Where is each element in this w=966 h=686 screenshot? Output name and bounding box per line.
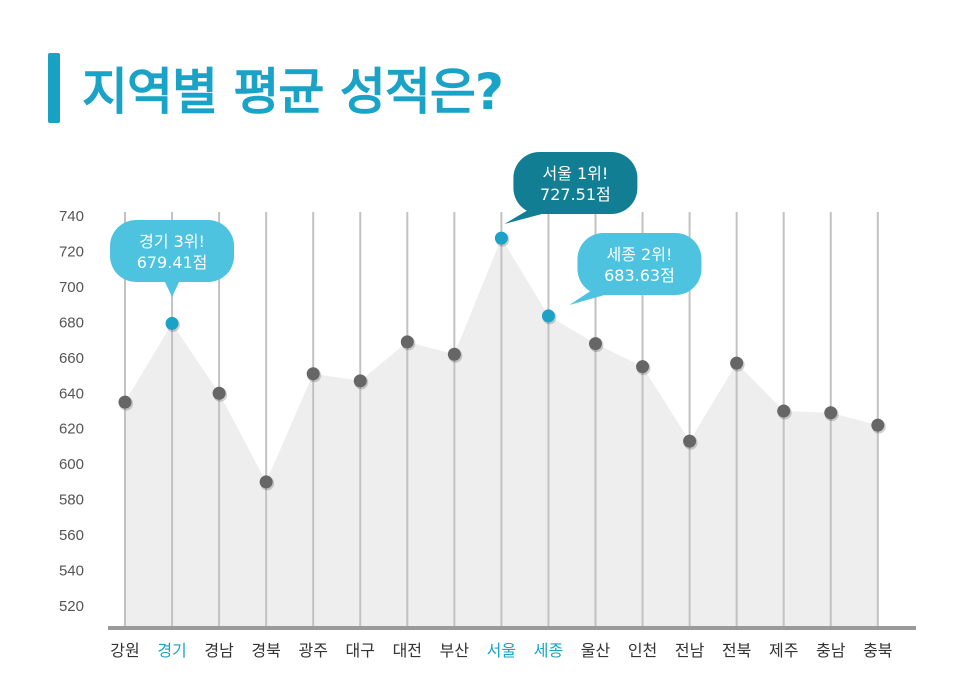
y-tick-label: 740	[59, 208, 84, 225]
y-tick-label: 600	[59, 456, 84, 473]
x-category-label: 제주	[769, 641, 798, 660]
data-point	[730, 356, 744, 370]
data-point	[541, 309, 555, 323]
x-category-label: 강원	[110, 641, 139, 660]
y-tick-label: 720	[59, 243, 84, 260]
y-tick-label: 560	[59, 527, 84, 544]
x-category-label: 대구	[346, 641, 375, 660]
x-category-label: 경북	[251, 641, 280, 660]
data-point	[683, 434, 697, 448]
data-point	[306, 367, 320, 381]
x-category-label: 전북	[722, 641, 751, 660]
x-category-label: 광주	[298, 641, 327, 660]
bubble-line1: 경기 3위!	[139, 232, 205, 251]
y-tick-label: 620	[59, 421, 84, 438]
bubble-pointer	[164, 280, 181, 297]
data-point	[259, 475, 273, 489]
bubble-line2: 727.51점	[540, 185, 611, 204]
y-tick-label: 640	[59, 385, 84, 402]
title-accent-bar	[48, 53, 60, 123]
page-title: 지역별 평균 성적은?	[82, 63, 504, 121]
y-tick-label: 520	[59, 598, 84, 615]
bubble-body	[577, 233, 702, 295]
bubble-pointer	[504, 208, 550, 224]
data-point	[165, 316, 179, 330]
data-point	[118, 395, 132, 409]
data-point	[353, 374, 367, 388]
x-category-label: 울산	[581, 641, 611, 660]
x-category-label: 대전	[393, 641, 422, 660]
x-category-label: 경기	[157, 641, 186, 660]
x-category-label: 인천	[628, 641, 657, 660]
y-tick-label: 660	[59, 350, 84, 367]
x-category-label: 전남	[675, 641, 705, 660]
x-category-label: 충남	[816, 641, 846, 660]
x-category-label: 경남	[204, 641, 234, 660]
data-point	[589, 337, 602, 351]
bubble-pointer	[569, 289, 612, 305]
data-point	[636, 360, 650, 374]
data-point	[777, 404, 791, 418]
data-point	[212, 386, 226, 400]
bubble-body	[110, 220, 235, 282]
x-category-label: 부산	[440, 641, 470, 660]
bubble-line2: 683.63점	[604, 266, 675, 285]
x-category-label: 충북	[863, 641, 892, 660]
data-point	[400, 335, 414, 349]
x-category-label: 세종	[534, 641, 563, 660]
data-point	[494, 231, 508, 245]
bubble-line1: 서울 1위!	[542, 164, 608, 183]
annotation-bubble: 경기 3위! 679.41점	[110, 220, 235, 297]
bubble-line1: 세종 2위!	[607, 245, 673, 264]
x-category-label: 서울	[487, 641, 516, 660]
bubble-line2: 679.41점	[137, 253, 208, 272]
data-point	[871, 418, 885, 432]
y-tick-label: 700	[59, 279, 84, 296]
y-tick-label: 680	[59, 314, 84, 331]
bubble-body	[513, 152, 638, 214]
data-point	[824, 406, 838, 420]
data-point	[447, 347, 461, 361]
title-block: 지역별 평균 성적은?	[48, 52, 504, 124]
y-tick-label: 540	[59, 563, 84, 580]
annotation-bubble: 세종 2위! 683.63점	[569, 233, 702, 305]
x-axis-line	[108, 626, 916, 630]
annotation-bubble: 서울 1위! 727.51점	[504, 152, 638, 224]
y-tick-label: 580	[59, 492, 84, 509]
